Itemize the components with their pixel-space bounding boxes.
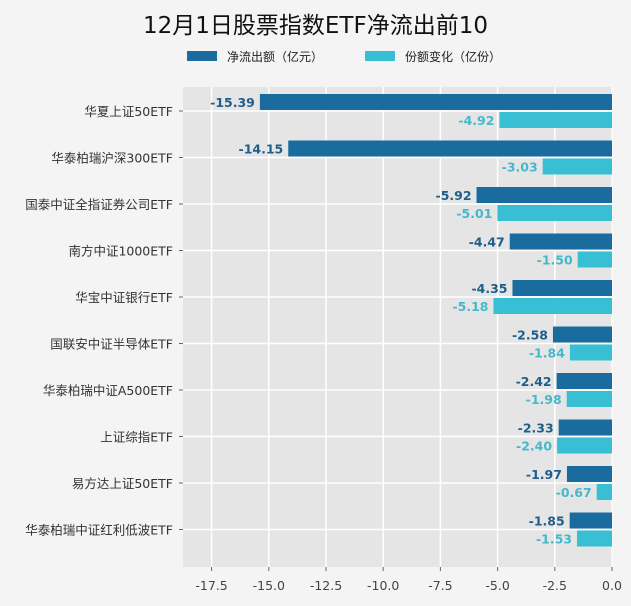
legend-label: 净流出额（亿元） [227,49,323,64]
data-label: -5.18 [452,299,488,314]
data-label: -15.39 [210,95,255,110]
data-label: -3.03 [502,160,538,175]
bar-net-outflow [476,187,612,203]
x-tick-label: -17.5 [195,578,227,593]
bar-net-outflow [509,233,612,250]
category-label: 华泰柏瑞中证A500ETF [43,383,173,398]
bar-share-change [499,112,612,128]
data-label: -2.33 [518,421,554,436]
legend-swatch [365,51,395,61]
category-label: 南方中证1000ETF [68,244,173,259]
category-label: 华泰柏瑞中证红利低波ETF [25,523,173,538]
data-label: -0.67 [556,485,592,500]
bar-net-outflow [558,419,612,436]
data-label: -2.58 [512,328,548,343]
data-label: -2.40 [516,439,552,454]
bar-share-change [576,530,612,547]
data-label: -4.92 [458,113,494,128]
data-label: -1.98 [526,392,562,407]
bar-share-change [569,344,612,361]
bar-net-outflow [552,326,612,343]
bar-net-outflow [556,373,612,389]
legend-swatch [187,51,217,61]
bar-share-change [566,391,612,407]
bar-share-change [577,251,612,268]
data-label: -1.53 [536,532,572,547]
x-tick-label: -15.0 [253,578,285,593]
category-label: 易方达上证50ETF [72,476,173,491]
x-tick-label: -7.5 [428,578,452,593]
data-label: -1.85 [529,514,565,529]
data-label: -14.15 [239,142,284,157]
category-label: 华泰柏瑞沪深300ETF [51,151,173,166]
data-label: -5.01 [456,206,492,221]
legend-label: 份额变化（亿份） [405,49,501,64]
bar-share-change [497,205,612,221]
data-label: -4.47 [469,235,505,250]
bar-net-outflow [512,280,612,296]
data-label: -4.35 [471,281,507,296]
x-tick-label: -2.5 [543,578,567,593]
x-tick-label: 0.0 [602,578,622,593]
plot-area [183,87,613,567]
bar-share-change [493,298,612,314]
category-label: 华宝中证银行ETF [75,290,173,305]
data-label: -5.92 [436,188,472,203]
x-tick-label: -12.5 [310,578,342,593]
bar-net-outflow [288,140,612,157]
bar-share-change [596,484,612,500]
bar-share-change [557,437,612,454]
data-label: -1.50 [537,253,573,268]
x-tick-label: -5.0 [485,578,509,593]
category-label: 国联安中证半导体ETF [50,337,173,352]
bar-net-outflow [566,466,612,482]
data-label: -1.84 [529,346,565,361]
category-label: 国泰中证全指证券公司ETF [25,197,173,212]
bar-net-outflow [259,94,612,110]
x-tick-label: -10.0 [367,578,399,593]
bar-share-change [542,158,612,175]
bar-net-outflow [569,512,612,529]
category-label: 华夏上证50ETF [84,104,173,119]
data-label: -2.42 [516,374,552,389]
chart-title: 12月1日股票指数ETF净流出前10 [143,13,488,39]
data-label: -1.97 [526,467,562,482]
category-label: 上证综指ETF [100,430,173,445]
